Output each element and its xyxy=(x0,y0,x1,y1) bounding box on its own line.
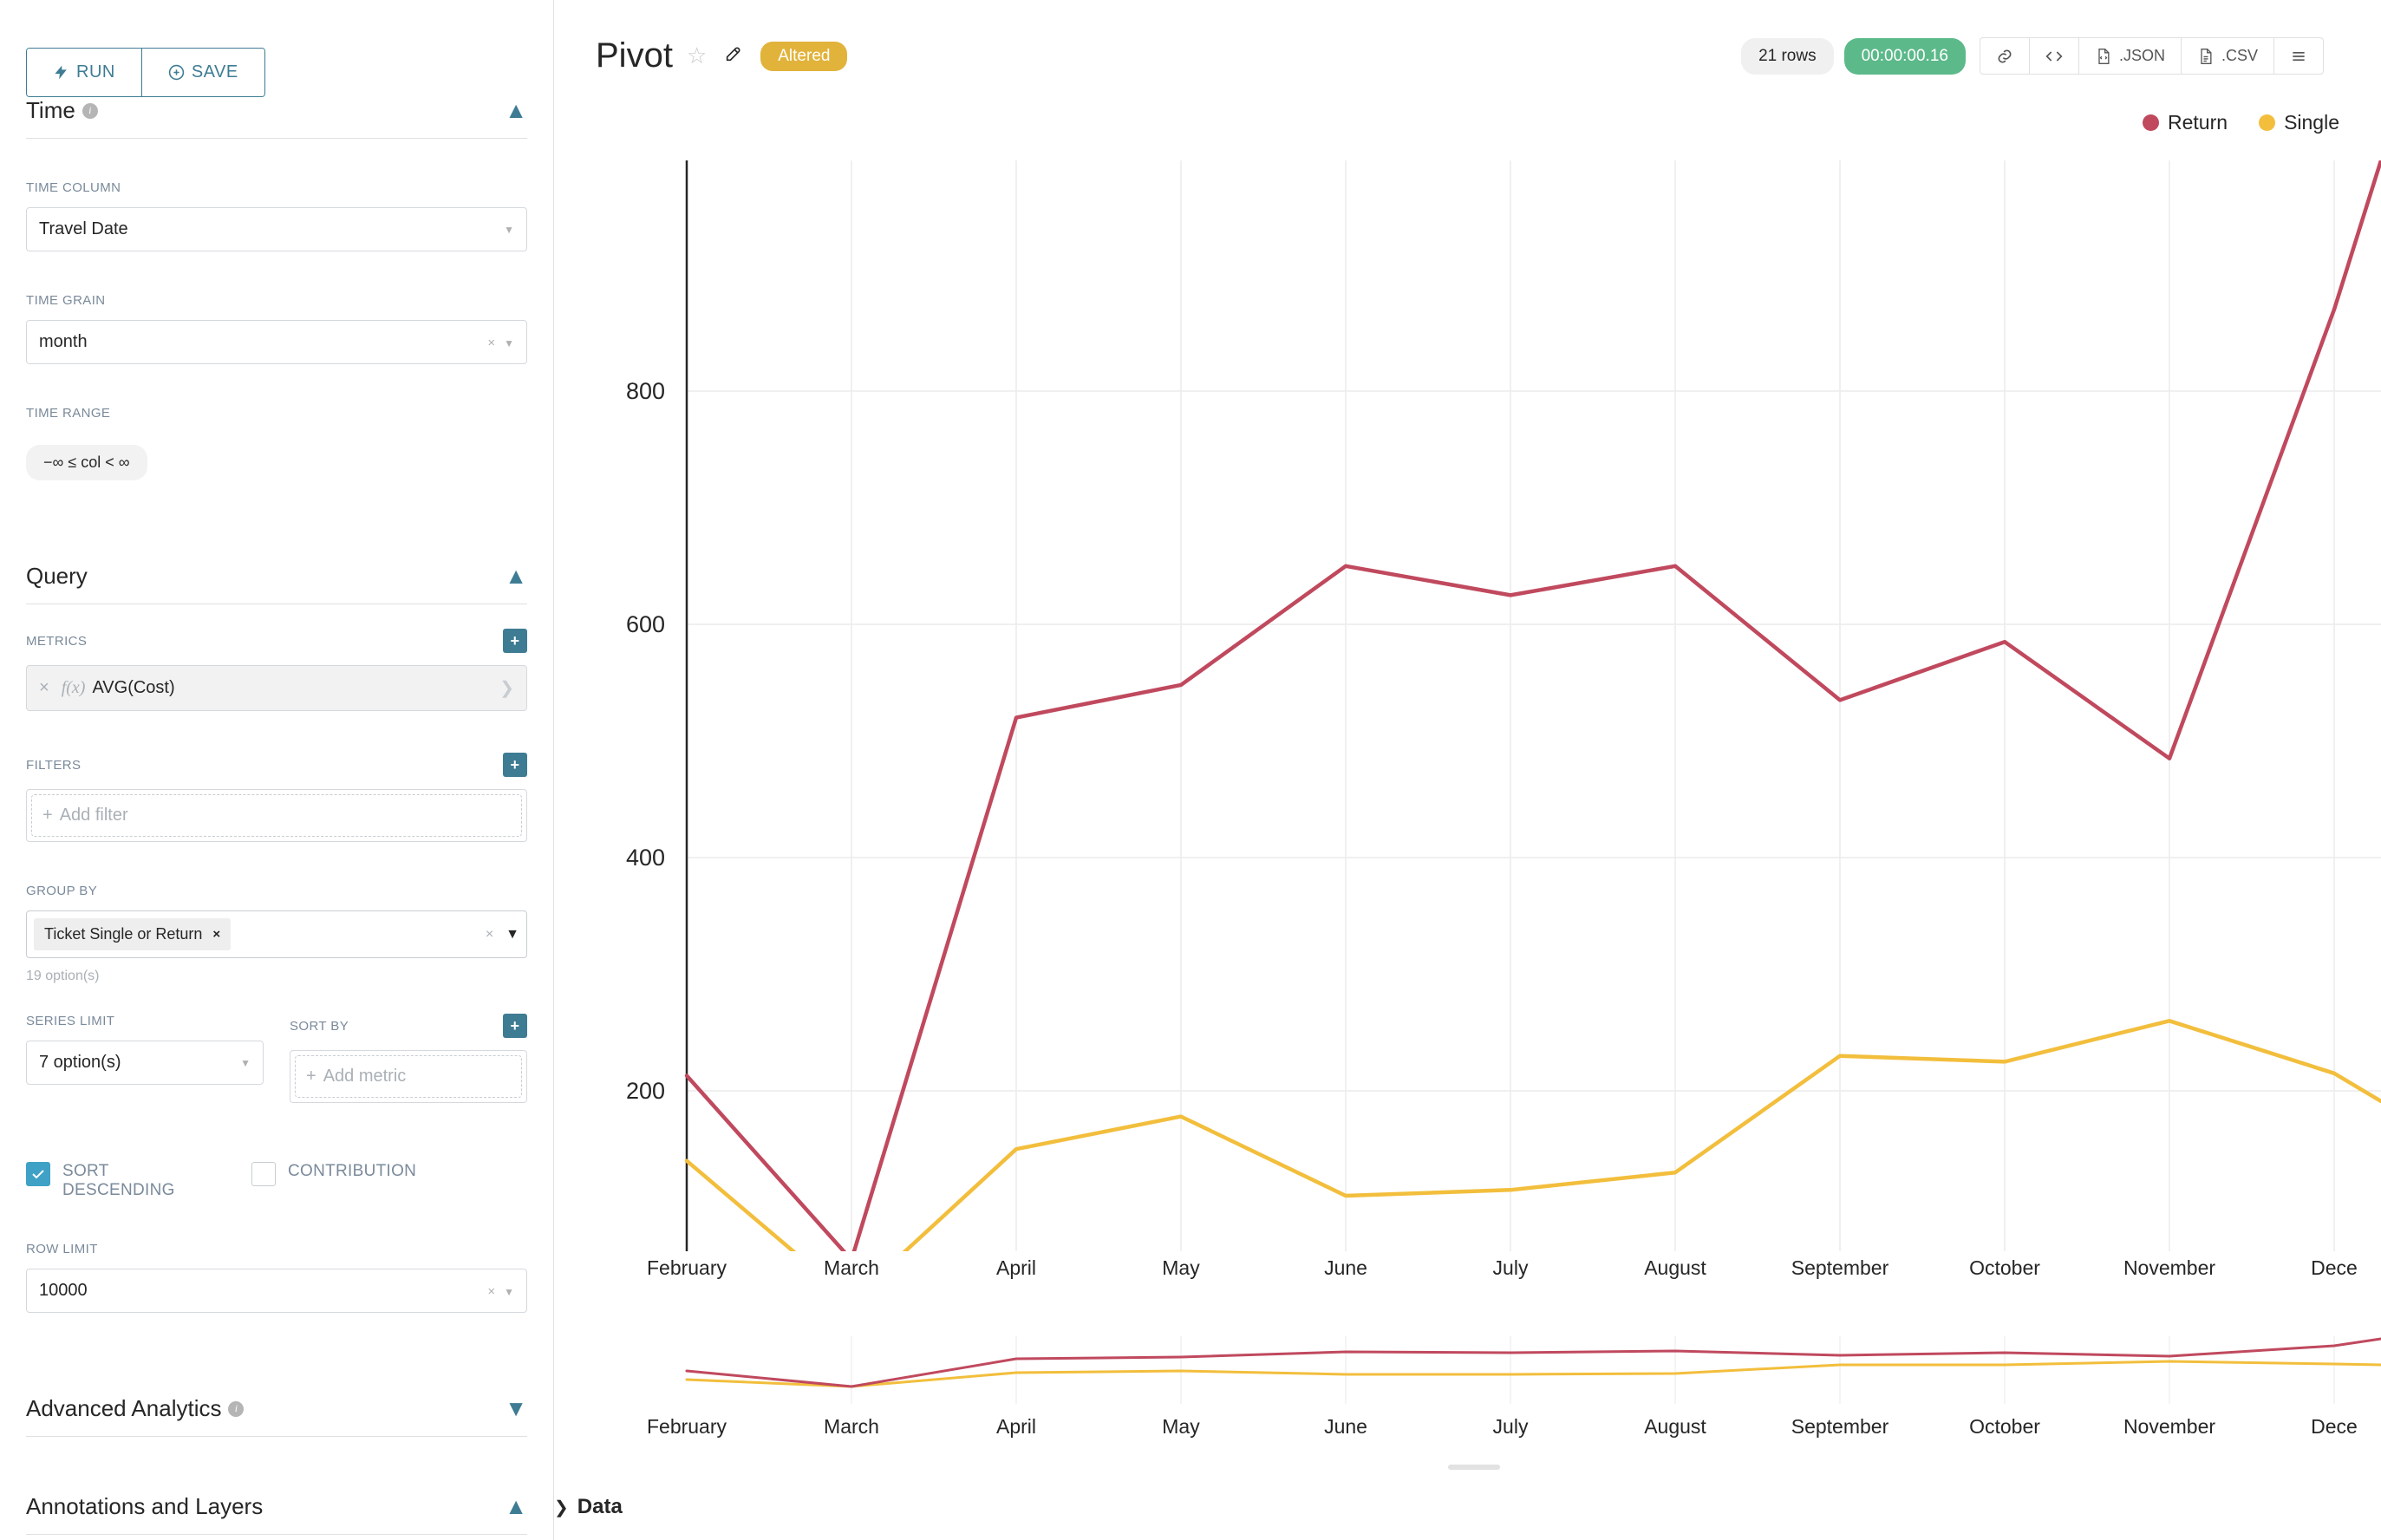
svg-text:400: 400 xyxy=(626,845,665,871)
svg-text:800: 800 xyxy=(626,378,665,404)
svg-text:200: 200 xyxy=(626,1078,665,1104)
svg-text:600: 600 xyxy=(626,611,665,637)
